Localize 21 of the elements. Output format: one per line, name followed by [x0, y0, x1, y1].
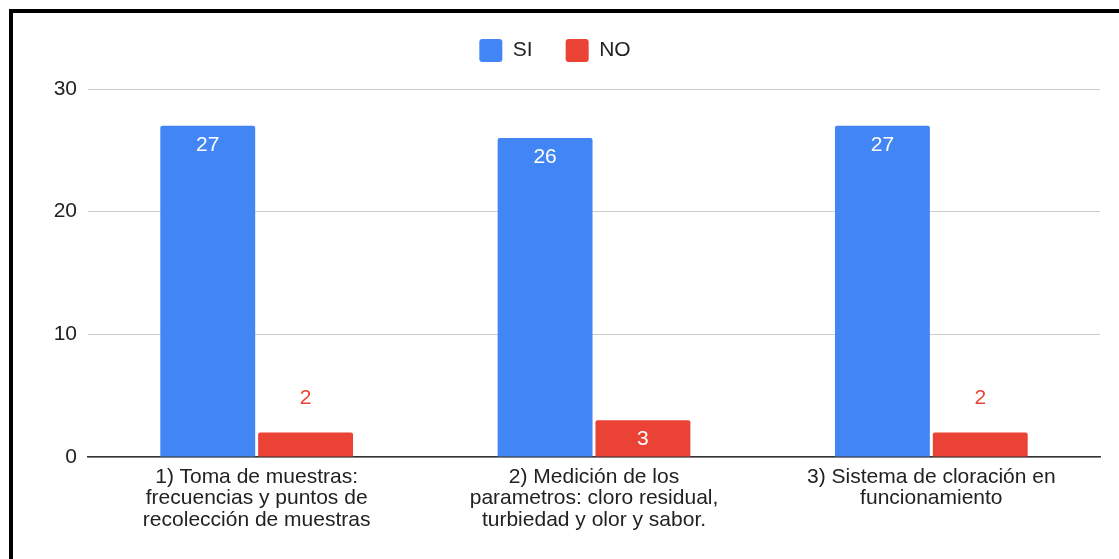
bar: [595, 420, 691, 457]
bar: [258, 432, 354, 457]
bar: [834, 125, 930, 457]
x-tick-label: 1) Toma de muestras: frecuencias y puntos de recolección de muestras: [142, 463, 371, 530]
y-tick-label: 30: [53, 75, 77, 99]
data-label: 2: [299, 385, 312, 409]
data-label: 3: [637, 426, 649, 449]
bar: [932, 432, 1028, 457]
y-tick-label: 0: [65, 443, 77, 467]
y-tick-label: 10: [53, 321, 77, 345]
bar: [160, 125, 256, 457]
x-tick-label: 3) Sistema de cloración en funcionamiento: [807, 463, 1056, 509]
data-label: 27: [196, 131, 220, 155]
y-tick-label: 20: [53, 198, 77, 222]
data-label: 27: [870, 131, 895, 155]
x-tick-label: 2) Medición de los parametros: cloro residual, turbiedad y olor y sabor.: [469, 463, 719, 530]
legend-label: SI: [512, 37, 533, 61]
data-label: 2: [974, 385, 987, 409]
bar: [497, 138, 593, 457]
data-label: 26: [533, 143, 557, 167]
legend-label: NO: [599, 37, 631, 61]
